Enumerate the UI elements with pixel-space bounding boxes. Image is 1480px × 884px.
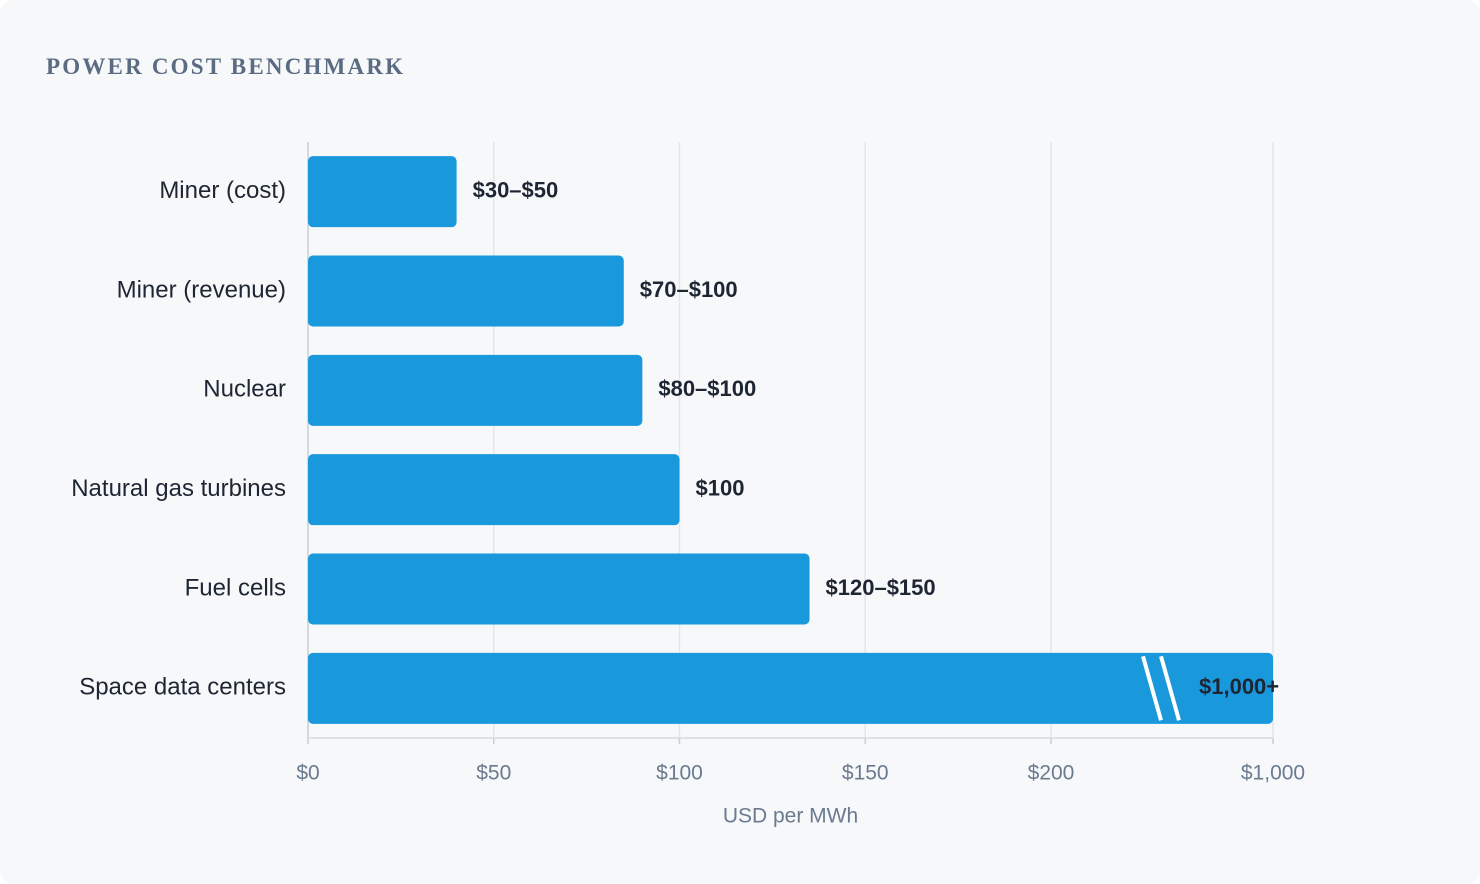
value-label: $30–$50 [473, 177, 559, 202]
bar [308, 156, 457, 228]
bar [308, 255, 624, 327]
y-tick-label: Space data centers [79, 674, 286, 701]
value-label: $1,000+ [1199, 674, 1279, 699]
x-tick-label: $0 [296, 762, 319, 785]
y-tick-label: Miner (revenue) [117, 276, 286, 303]
bar [308, 354, 643, 426]
y-tick-label: Natural gas turbines [71, 475, 286, 502]
bar [308, 454, 680, 526]
y-tick-label: Nuclear [203, 376, 286, 403]
x-tick-label: $200 [1028, 762, 1075, 785]
y-tick-label: Miner (cost) [159, 177, 286, 204]
axis-break-mark [1159, 655, 1181, 721]
x-tick-label: $100 [656, 762, 703, 785]
value-label: $70–$100 [640, 277, 738, 302]
x-axis-label: USD per MWh [723, 805, 858, 828]
bar [308, 553, 810, 625]
chart-title: POWER COST BENCHMARK [46, 54, 406, 79]
value-label: $100 [696, 475, 745, 500]
axis-break-mark [1141, 655, 1163, 721]
value-label: $120–$150 [826, 575, 936, 600]
y-tick-label: Fuel cells [185, 574, 286, 601]
x-tick-label: $150 [842, 762, 889, 785]
x-tick-label: $1,000 [1241, 762, 1305, 785]
bar [308, 652, 1273, 724]
value-label: $80–$100 [658, 376, 756, 401]
x-tick-label: $50 [476, 762, 511, 785]
